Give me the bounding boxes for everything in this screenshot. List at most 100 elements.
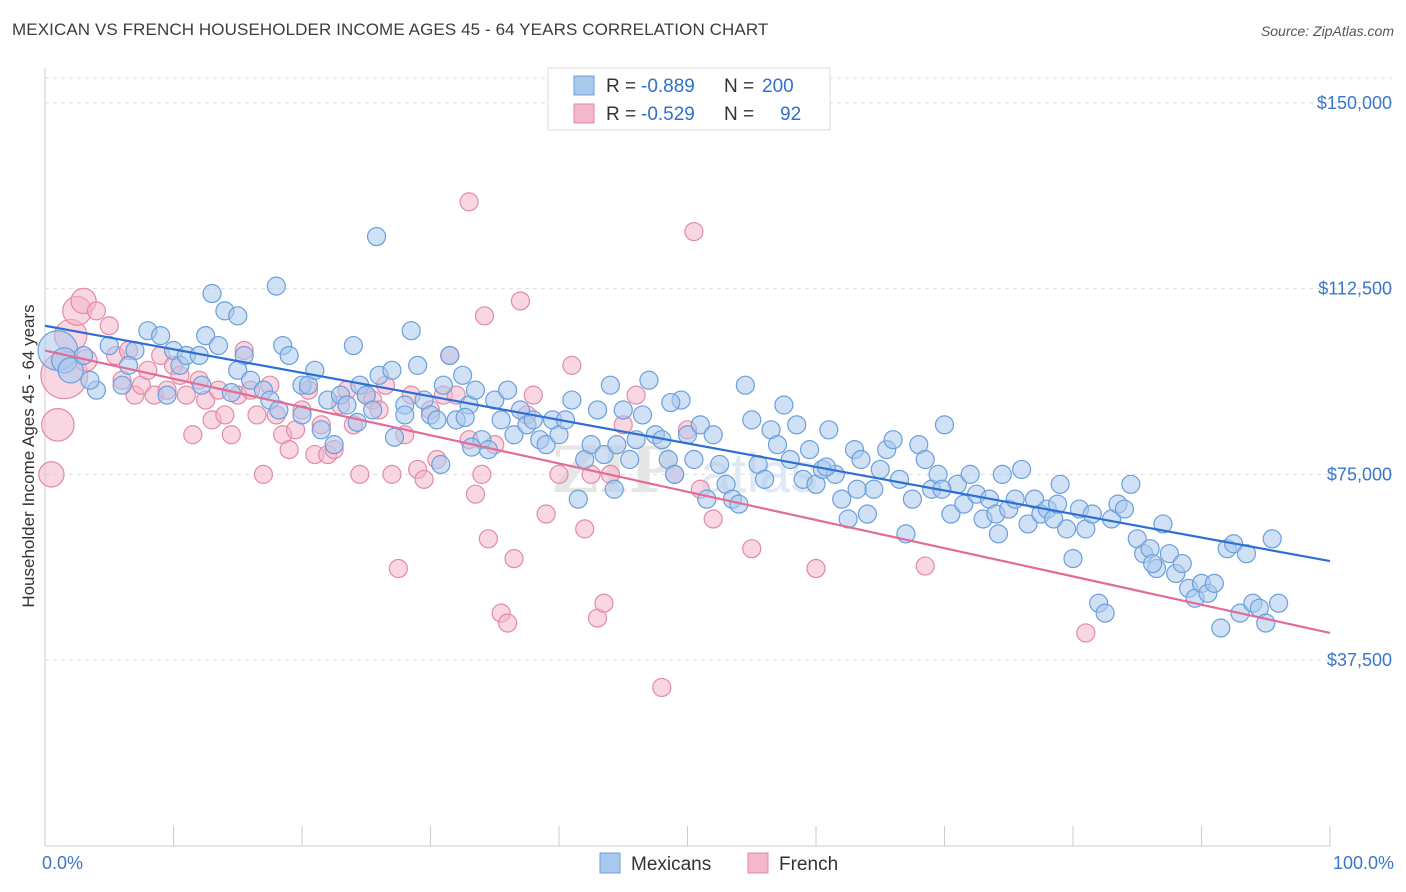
legend-r-label-1: R =: [606, 104, 636, 125]
mexicans-point: [196, 326, 216, 346]
mexicans-point: [774, 395, 794, 415]
mexicans-point: [934, 415, 955, 435]
mexicans-point: [208, 335, 229, 356]
mexicans-point: [118, 355, 139, 375]
mexicans-point: [697, 489, 717, 509]
legend-n-value-1: 92: [780, 104, 801, 125]
mexicans-point: [1018, 514, 1038, 534]
mexicans-point: [1143, 553, 1163, 574]
mexicans-point: [870, 459, 890, 480]
french-point: [472, 464, 492, 484]
french-point: [575, 519, 595, 539]
mexicans-point: [710, 454, 730, 475]
x-tick-label-min: 0.0%: [42, 853, 83, 873]
french-point: [459, 192, 479, 212]
mexicans-point: [453, 365, 473, 385]
mexicans-point: [632, 405, 653, 425]
mexicans-point: [266, 276, 286, 296]
mexicans-point: [780, 449, 800, 470]
french-point: [536, 504, 556, 524]
mexicans-point: [620, 449, 640, 470]
mexicans-point: [1082, 504, 1102, 524]
mexicans-point: [366, 226, 387, 247]
mexicans-point: [427, 410, 447, 430]
mexicans-point: [661, 392, 681, 413]
mexicans-point: [311, 420, 331, 440]
french-point: [465, 484, 486, 504]
mexicans-point: [337, 395, 357, 415]
mexicans-point: [1095, 603, 1115, 623]
legend-r-label-0: R =: [606, 76, 636, 97]
french-point: [549, 464, 569, 484]
mexicans-point: [562, 390, 582, 410]
legend-box: [547, 67, 831, 131]
french-point: [183, 425, 203, 445]
mexicans-point: [536, 435, 556, 455]
bottom-legend-swatch-mexicans: [599, 852, 621, 874]
french-point: [562, 355, 582, 375]
mexicans-point: [440, 345, 460, 366]
mexicans-point: [202, 283, 222, 304]
mexicans-point: [462, 437, 482, 457]
mexicans-point: [864, 479, 884, 499]
mexicans-point: [1114, 499, 1135, 519]
mexicans-point: [465, 380, 486, 400]
mexicans-point: [754, 469, 775, 489]
french-point: [350, 464, 370, 484]
french-point: [652, 677, 672, 698]
legend-swatch-mexicans: [573, 75, 595, 96]
series-mexicans: [37, 226, 1289, 638]
mexicans-point: [684, 449, 704, 470]
y-tick-label: $37,500: [1327, 650, 1392, 670]
legend-r-value-1: -0.529: [641, 104, 695, 125]
y-tick-label: $75,000: [1327, 464, 1392, 484]
mexicans-point: [324, 435, 344, 455]
legend-r-value-0: -0.889: [641, 76, 695, 97]
mexicans-point: [498, 380, 518, 400]
mexicans-point: [431, 454, 451, 475]
trend-lines: [44, 324, 1331, 635]
french-point: [474, 306, 495, 326]
french-point: [504, 549, 524, 569]
mexicans-point: [613, 400, 633, 420]
legend-n-value-0: 200: [762, 76, 794, 97]
mexicans-point: [594, 444, 614, 465]
mexicans-point: [857, 504, 878, 524]
mexicans-point: [228, 306, 248, 326]
french-point: [176, 385, 196, 405]
french-point: [414, 469, 434, 489]
mexicans-point: [343, 335, 363, 356]
french-trend-line: [44, 349, 1331, 635]
mexicans-point: [703, 425, 723, 445]
mexicans-point: [433, 375, 453, 395]
bottom-legend-swatch-french: [747, 852, 769, 874]
mexicans-point: [382, 360, 402, 380]
mexicans-point: [363, 400, 383, 420]
french-point: [247, 405, 267, 425]
mexicans-point: [1236, 544, 1257, 564]
mexicans-point: [883, 430, 903, 450]
mexicans-point: [347, 412, 367, 432]
mexicans-point: [80, 370, 100, 390]
french-point: [594, 593, 614, 613]
mexicans-point: [1211, 618, 1231, 638]
chart-title: MEXICAN VS FRENCH HOUSEHOLDER INCOME AGE…: [12, 20, 769, 39]
mexicans-point: [57, 357, 84, 384]
mexicans-point: [847, 479, 867, 499]
mexicans-point: [902, 489, 922, 509]
french-point: [684, 222, 704, 242]
mexicans-point: [504, 425, 524, 445]
mexicans-point: [1063, 549, 1083, 569]
mexicans-point: [157, 385, 177, 405]
mexicans-point: [915, 449, 935, 470]
mexicans-point: [787, 415, 807, 435]
mexicans-point: [241, 370, 261, 390]
mexicans-point: [690, 415, 710, 435]
mexicans-point: [832, 489, 852, 509]
chart-source: Source: ZipAtlas.com: [1260, 23, 1394, 39]
french-point: [510, 291, 531, 311]
y-tick-label: $150,000: [1317, 93, 1392, 113]
mexicans-point: [941, 504, 961, 524]
mexicans-point: [1121, 474, 1141, 494]
